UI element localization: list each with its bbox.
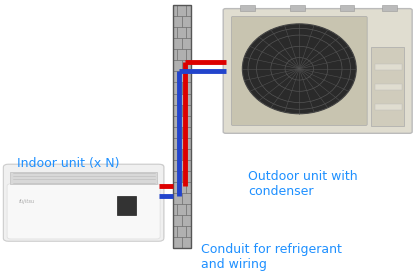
Bar (375, 103, 402, 110)
Bar (173, 5, 191, 248)
Text: Indoor unit (x N): Indoor unit (x N) (17, 157, 119, 170)
FancyBboxPatch shape (7, 164, 164, 239)
Text: Outdoor unit with
condenser: Outdoor unit with condenser (248, 170, 357, 198)
Bar (375, 84, 402, 90)
Bar (290, 5, 305, 11)
FancyBboxPatch shape (232, 16, 367, 126)
Bar (375, 64, 402, 70)
Text: Conduit for refrigerant
and wiring: Conduit for refrigerant and wiring (201, 243, 342, 271)
Bar (10, 171, 157, 184)
Bar (382, 5, 397, 11)
Bar (228, 9, 412, 130)
FancyBboxPatch shape (7, 184, 160, 239)
Bar (173, 5, 191, 248)
FancyBboxPatch shape (223, 9, 412, 133)
FancyBboxPatch shape (3, 164, 164, 241)
Bar (117, 196, 136, 215)
Ellipse shape (242, 24, 356, 114)
Bar (371, 47, 404, 126)
Bar (240, 5, 255, 11)
Text: fujitsu: fujitsu (19, 199, 35, 204)
Bar (340, 5, 354, 11)
